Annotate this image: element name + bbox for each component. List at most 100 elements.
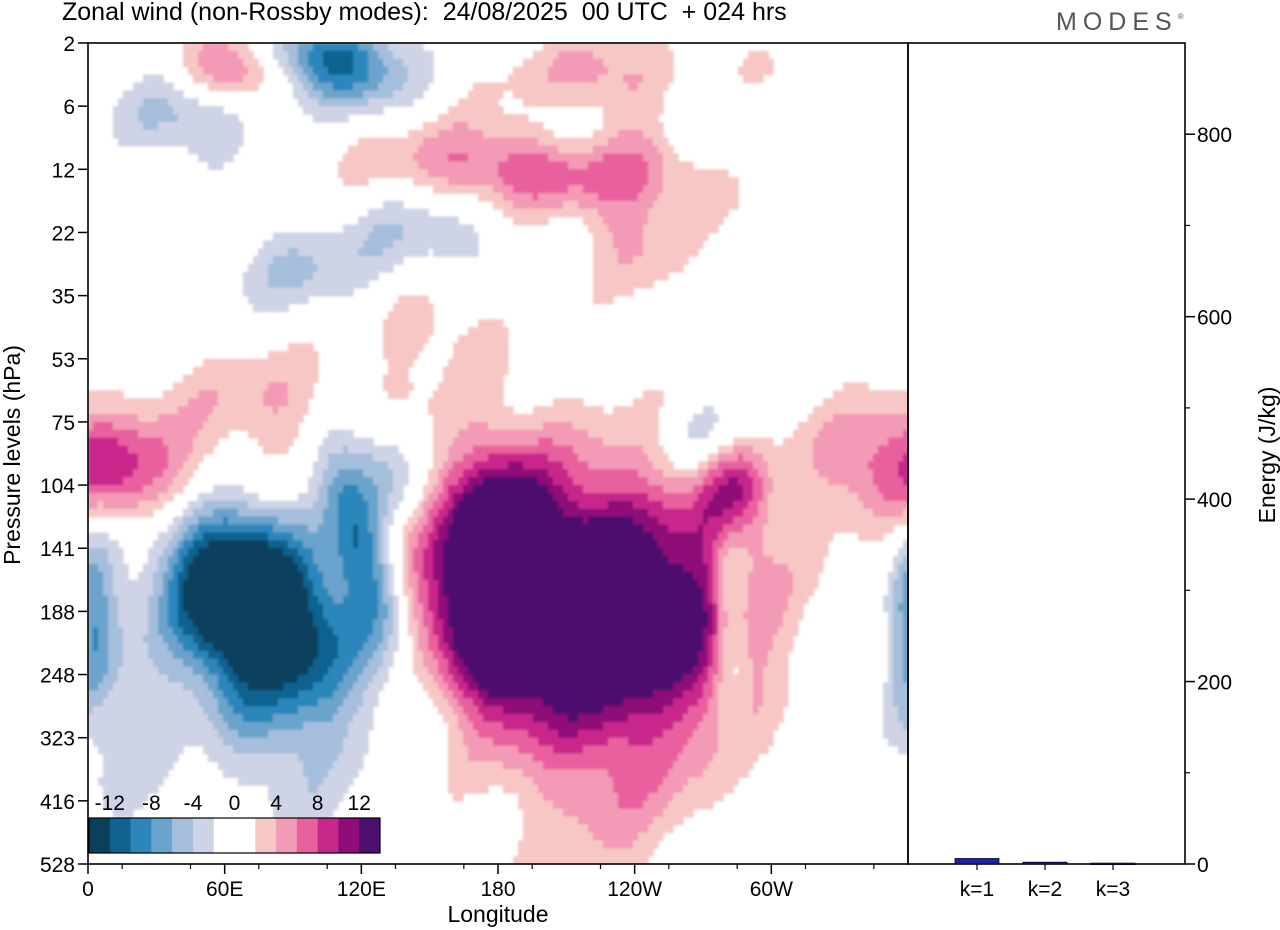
heatmap-cell <box>653 532 659 542</box>
heatmap-cell <box>338 477 344 486</box>
heatmap-cell <box>208 524 214 534</box>
heatmap-cell <box>363 540 369 549</box>
heatmap-cell <box>258 366 264 376</box>
heatmap-cell <box>668 540 674 549</box>
heatmap-cell <box>433 161 439 170</box>
heatmap-cell <box>718 485 724 494</box>
heatmap-cell <box>418 74 424 84</box>
heatmap-cell <box>413 43 419 52</box>
heatmap-cell <box>653 469 659 478</box>
heatmap-cell <box>568 437 574 447</box>
heatmap-cell <box>448 508 454 518</box>
heatmap-cell <box>168 453 174 463</box>
heatmap-cell <box>563 192 569 202</box>
heatmap-cell <box>608 540 614 549</box>
heatmap-cell <box>433 485 439 494</box>
heatmap-cell <box>498 485 504 494</box>
heatmap-cell <box>653 406 659 415</box>
heatmap-cell <box>313 350 319 360</box>
heatmap-cell <box>238 58 244 68</box>
heatmap-cell <box>628 271 634 281</box>
heatmap-cell <box>573 477 579 486</box>
heatmap-cell <box>663 50 669 60</box>
heatmap-cell <box>513 208 519 218</box>
heatmap-cell <box>373 43 379 52</box>
heatmap-cell <box>98 445 104 455</box>
heatmap-cell <box>598 232 604 242</box>
heatmap-cell <box>128 114 134 123</box>
heatmap-cell <box>468 453 474 463</box>
heatmap-cell <box>593 208 599 218</box>
heatmap-cell <box>203 437 209 447</box>
heatmap-cell <box>333 106 339 115</box>
heatmap-cell <box>583 137 589 147</box>
heatmap-cell <box>758 74 764 84</box>
heatmap-cell <box>248 58 254 68</box>
heatmap-cell <box>628 437 634 447</box>
heatmap-cell <box>368 106 374 115</box>
heatmap-cell <box>143 437 149 447</box>
heatmap-cell <box>853 445 859 455</box>
heatmap-cell <box>598 485 604 494</box>
heatmap-cell <box>463 500 469 510</box>
heatmap-cell <box>578 50 584 60</box>
heatmap-cell <box>633 208 639 218</box>
heatmap-cell <box>333 90 339 99</box>
heatmap-cell <box>303 58 309 68</box>
heatmap-cell <box>453 414 459 423</box>
heatmap-cell <box>588 185 594 194</box>
heatmap-cell <box>363 106 369 115</box>
heatmap-cell <box>438 485 444 494</box>
heatmap-cell <box>443 516 449 526</box>
heatmap-cell <box>183 106 189 115</box>
heatmap-cell <box>613 540 619 549</box>
heatmap-cell <box>198 532 204 542</box>
heatmap-cell <box>278 240 284 249</box>
heatmap-cell <box>158 437 164 447</box>
heatmap-cell <box>538 414 544 423</box>
heatmap-cell <box>468 185 474 194</box>
heatmap-cell <box>438 398 444 407</box>
heatmap-cell <box>713 477 719 486</box>
heatmap-cell <box>218 485 224 494</box>
heatmap-cell <box>358 240 364 249</box>
heatmap-cell <box>363 485 369 494</box>
heatmap-cell <box>458 524 464 534</box>
heatmap-cell <box>378 445 384 455</box>
heatmap-cell <box>273 303 279 313</box>
heatmap-cell <box>378 74 384 84</box>
heatmap-cell <box>833 421 839 431</box>
heatmap-cell <box>88 469 94 478</box>
heatmap-cell <box>613 208 619 218</box>
heatmap-cell <box>563 50 569 60</box>
heatmap-cell <box>668 200 674 210</box>
heatmap-cell <box>763 524 769 534</box>
heatmap-cell <box>648 414 654 423</box>
heatmap-cell <box>448 477 454 486</box>
heatmap-cell <box>598 98 604 107</box>
heatmap-cell <box>458 477 464 486</box>
heatmap-cell <box>438 216 444 226</box>
heatmap-cell <box>153 500 159 510</box>
heatmap-cell <box>643 279 649 289</box>
heatmap-cell <box>603 453 609 463</box>
heatmap-cell <box>533 508 539 518</box>
heatmap-cell <box>613 50 619 60</box>
heatmap-cell <box>503 161 509 170</box>
heatmap-cell <box>643 453 649 463</box>
heatmap-cell <box>108 500 114 510</box>
heatmap-cell <box>863 508 869 518</box>
heatmap-cell <box>578 43 584 52</box>
heatmap-cell <box>658 398 664 407</box>
heatmap-cell <box>308 287 314 297</box>
heatmap-cell <box>143 445 149 455</box>
heatmap-cell <box>578 492 584 502</box>
heatmap-cell <box>388 200 394 210</box>
heatmap-cell <box>683 192 689 202</box>
heatmap-cell <box>733 524 739 534</box>
heatmap-cell <box>338 232 344 242</box>
heatmap-cell <box>508 208 514 218</box>
heatmap-cell <box>343 256 349 265</box>
heatmap-cell <box>473 524 479 534</box>
heatmap-cell <box>553 192 559 202</box>
